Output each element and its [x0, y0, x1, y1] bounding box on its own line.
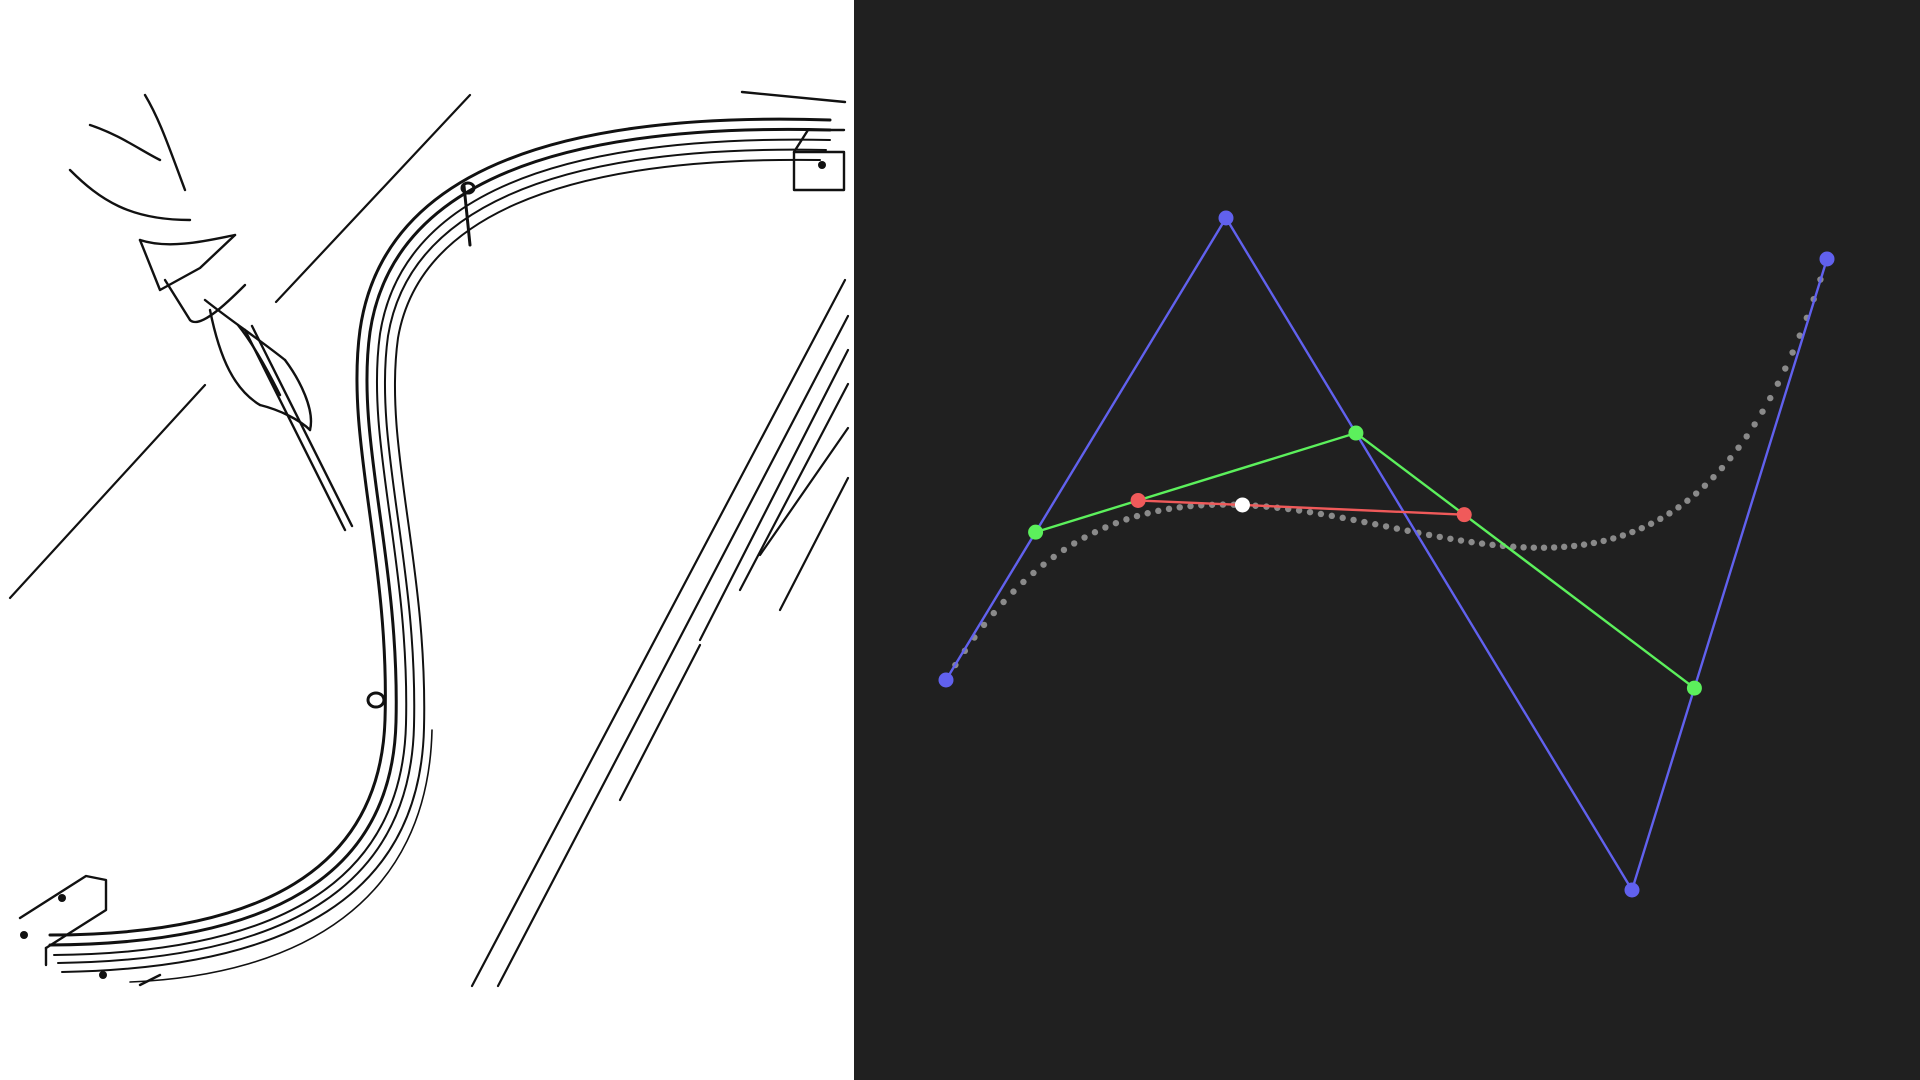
- curve-dot: [1759, 408, 1766, 415]
- curve-dot: [1657, 515, 1664, 523]
- control-point-0[interactable]: [938, 672, 954, 688]
- curve-dot: [1590, 539, 1598, 547]
- control-polygon: [944, 215, 1829, 893]
- spline-clip: [366, 181, 476, 709]
- curve-dot: [1133, 512, 1141, 520]
- curve-dot: [1382, 523, 1390, 530]
- curve-dot: [1425, 531, 1433, 539]
- curve-dot: [1339, 514, 1346, 522]
- curve-dot: [1000, 598, 1007, 606]
- curve-dot: [1081, 534, 1088, 541]
- curve-dot: [980, 621, 988, 629]
- bezier-diagram: [854, 0, 1920, 1080]
- curve-dot: [1457, 537, 1465, 544]
- curve-dot: [1176, 504, 1183, 511]
- curve-dot: [1666, 510, 1673, 517]
- curve-dot: [1638, 524, 1645, 532]
- spline-illustration-panel: [0, 0, 854, 1080]
- curve-dot: [1767, 394, 1774, 402]
- curve-dot: [1010, 588, 1017, 595]
- curve-point: [1234, 497, 1250, 513]
- curve-dot: [1560, 543, 1568, 551]
- control-point-3[interactable]: [1819, 251, 1835, 267]
- curve-dot: [1629, 528, 1636, 536]
- table-edge-lines: [8, 93, 850, 988]
- curve-dot: [1743, 433, 1750, 440]
- curve-dot: [1155, 507, 1162, 515]
- curve-dot: [1295, 507, 1303, 514]
- curve-dot: [1647, 520, 1655, 527]
- construction-points: [938, 210, 1835, 898]
- curve-dot: [1091, 529, 1099, 536]
- curve-dot: [1478, 540, 1486, 547]
- curve-dot: [1735, 444, 1742, 451]
- bezier-curve-dots: [952, 276, 1824, 669]
- curve-dot: [1165, 505, 1173, 513]
- spline-illustration: [8, 90, 850, 988]
- curve-dot: [1187, 502, 1194, 510]
- curve-dot: [1701, 482, 1709, 489]
- curve-dot: [1350, 516, 1357, 524]
- curve-dot: [1550, 544, 1558, 551]
- curve-dot: [1372, 521, 1379, 528]
- curve-dot: [1619, 532, 1627, 539]
- curve-dot: [1520, 544, 1527, 551]
- level2-point-0: [1130, 492, 1146, 508]
- curve-dot: [1692, 490, 1700, 497]
- curve-dot: [1782, 365, 1789, 372]
- curve-dot: [1404, 527, 1411, 534]
- curve-dot: [1684, 497, 1691, 504]
- curve-dot: [1751, 421, 1758, 428]
- curve-dot: [1774, 380, 1782, 387]
- spline-end-blocks: [18, 90, 847, 987]
- curve-dot: [1144, 510, 1151, 517]
- curve-dot: [1580, 541, 1588, 548]
- curve-dot: [1510, 543, 1517, 550]
- control-point-2[interactable]: [1624, 882, 1640, 898]
- curve-dot: [1540, 544, 1548, 551]
- curve-dot: [1447, 535, 1454, 542]
- flexible-spline: [48, 117, 832, 983]
- bezier-diagram-panel: [854, 0, 1920, 1080]
- curve-dot: [1610, 535, 1617, 542]
- curve-dot: [1361, 518, 1368, 526]
- curve-dot: [1071, 540, 1078, 547]
- curve-dot: [1040, 561, 1047, 568]
- curve-dot: [1468, 538, 1475, 546]
- second-level-segment: [1138, 499, 1465, 516]
- spline-pins: [20, 161, 826, 979]
- curve-dot: [1102, 524, 1109, 531]
- level2-point-1: [1456, 507, 1472, 523]
- curve-dot: [990, 609, 997, 617]
- curve-dot: [1112, 519, 1120, 527]
- curve-dot: [1328, 512, 1336, 520]
- curve-dot: [1789, 349, 1796, 356]
- curve-dot: [1436, 533, 1443, 541]
- control-point-1[interactable]: [1218, 210, 1234, 226]
- curve-dot: [1600, 537, 1607, 545]
- curve-dot: [1060, 546, 1068, 554]
- curve-dot: [1570, 542, 1578, 550]
- level1-point-1: [1348, 425, 1364, 441]
- curve-dot: [1306, 508, 1314, 516]
- curve-dot: [1393, 525, 1401, 532]
- level1-point-2: [1686, 680, 1702, 696]
- curve-dot: [1727, 455, 1734, 462]
- curve-dot: [1020, 578, 1027, 586]
- curve-dot: [1030, 569, 1037, 577]
- curve-dot: [1718, 464, 1726, 472]
- curve-dot: [1675, 504, 1682, 511]
- curve-dot: [1050, 553, 1057, 561]
- drafters-hand: [68, 93, 354, 532]
- diagram-background: [854, 0, 1920, 1080]
- curve-dot: [1123, 516, 1130, 523]
- curve-dot: [1710, 473, 1717, 481]
- level1-point-0: [1028, 524, 1044, 540]
- curve-dot: [1796, 332, 1803, 339]
- curve-dot: [1530, 544, 1538, 551]
- curve-dot: [1489, 541, 1496, 549]
- curve-dot: [1317, 510, 1325, 518]
